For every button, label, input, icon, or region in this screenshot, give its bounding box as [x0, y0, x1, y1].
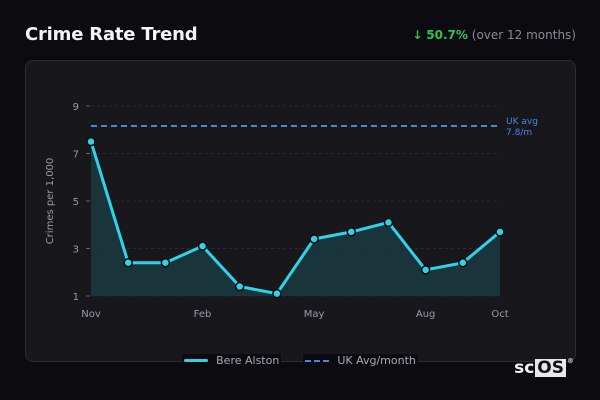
solid-line-swatch-icon: [184, 359, 209, 362]
legend-item-bere-alston[interactable]: Bere Alston: [182, 354, 282, 367]
change-summary: ↓ 50.7% (over 12 months): [412, 28, 576, 42]
uk-avg-annotation-line1: UK avg: [506, 117, 538, 127]
data-point[interactable]: [234, 281, 245, 292]
down-arrow-icon: ↓: [412, 28, 423, 42]
y-tick-label: 3: [73, 245, 79, 256]
x-tick-label: Aug: [416, 309, 436, 320]
x-axis: Nov Feb May Aug Oct: [81, 309, 508, 320]
data-point[interactable]: [346, 227, 357, 237]
registered-mark: ®: [567, 357, 574, 365]
change-period: (over 12 months): [471, 28, 576, 42]
data-point[interactable]: [123, 258, 133, 268]
y-axis-label: Crimes per 1,000: [45, 158, 56, 245]
y-axis: 1 3 5 7 9: [73, 102, 90, 303]
chart-card: [25, 60, 576, 362]
legend-label: UK Avg/month: [337, 354, 416, 367]
data-points: [86, 136, 505, 299]
series-area: [91, 141, 500, 296]
data-point[interactable]: [160, 258, 171, 268]
legend-label: Bere Alston: [216, 354, 280, 367]
data-point[interactable]: [383, 217, 394, 228]
x-tick-label: Oct: [491, 309, 508, 320]
x-tick-label: May: [304, 309, 325, 320]
page-title: Crime Rate Trend: [25, 24, 198, 45]
series-line: [89, 141, 501, 296]
data-point[interactable]: [495, 227, 505, 237]
legend-item-uk-avg[interactable]: UK Avg/month: [303, 354, 418, 367]
chart-legend: Bere Alston UK Avg/month: [0, 354, 600, 367]
x-tick-label: Nov: [81, 309, 101, 320]
uk-avg-annotation-line2: 7.8/m: [506, 128, 532, 138]
x-tick-label: Feb: [194, 309, 212, 320]
change-percent: 50.7%: [426, 28, 468, 42]
y-tick-label: 9: [73, 102, 79, 113]
data-point[interactable]: [420, 265, 431, 275]
y-tick-label: 1: [73, 292, 79, 303]
logo-sc: sc: [514, 358, 535, 378]
dashed-line-swatch-icon: [305, 359, 330, 362]
logo-os: OS: [535, 358, 566, 378]
scos-logo: sc OS ®: [514, 357, 574, 378]
data-point[interactable]: [197, 241, 208, 251]
data-point[interactable]: [309, 234, 319, 244]
y-tick-label: 7: [73, 150, 79, 161]
data-point[interactable]: [458, 258, 468, 268]
data-point[interactable]: [86, 136, 96, 147]
data-point[interactable]: [272, 288, 282, 299]
y-tick-label: 5: [73, 197, 79, 208]
